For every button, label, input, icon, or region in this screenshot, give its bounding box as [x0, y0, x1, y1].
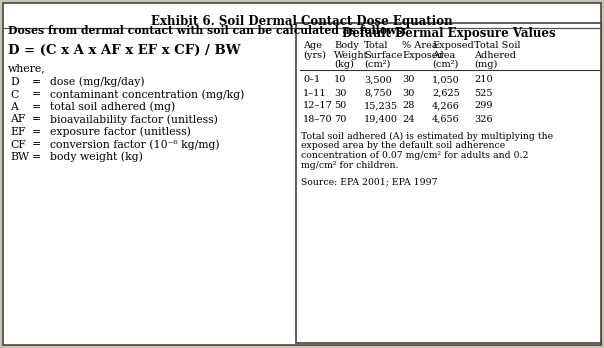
Text: 1–11: 1–11	[303, 88, 327, 97]
Text: CF: CF	[10, 140, 26, 150]
Text: A: A	[10, 102, 18, 112]
Text: % Area: % Area	[402, 41, 437, 50]
Text: =: =	[32, 89, 41, 100]
Text: 10: 10	[334, 76, 346, 85]
Text: Total Soil: Total Soil	[474, 41, 521, 50]
Text: concentration of 0.07 mg/cm² for adults and 0.2: concentration of 0.07 mg/cm² for adults …	[301, 151, 528, 160]
Text: BW: BW	[10, 152, 29, 162]
Text: 525: 525	[474, 88, 492, 97]
Text: contaminant concentration (mg/kg): contaminant concentration (mg/kg)	[50, 89, 245, 100]
FancyBboxPatch shape	[296, 23, 601, 343]
Text: conversion factor (10⁻⁶ kg/mg): conversion factor (10⁻⁶ kg/mg)	[50, 139, 220, 150]
Text: 50: 50	[334, 102, 346, 111]
Text: Exhibit 6. Soil Dermal Contact Dose Equation: Exhibit 6. Soil Dermal Contact Dose Equa…	[151, 15, 453, 27]
Text: (cm²): (cm²)	[432, 60, 458, 69]
Text: Area: Area	[432, 50, 455, 60]
Text: where,: where,	[8, 63, 46, 73]
Text: EF: EF	[10, 127, 25, 137]
Text: (yrs): (yrs)	[303, 50, 326, 60]
Text: =: =	[32, 152, 41, 162]
Text: 18–70: 18–70	[303, 114, 333, 124]
Text: =: =	[32, 140, 41, 150]
Text: Doses from dermal contact with soil can be calculated as follows:: Doses from dermal contact with soil can …	[8, 25, 406, 37]
Text: Total: Total	[364, 41, 388, 50]
Text: 0–1: 0–1	[303, 76, 320, 85]
Text: 210: 210	[474, 76, 493, 85]
Text: 4,266: 4,266	[432, 102, 460, 111]
Text: total soil adhered (mg): total soil adhered (mg)	[50, 102, 175, 112]
Text: AF: AF	[10, 114, 25, 125]
Text: 299: 299	[474, 102, 492, 111]
Text: Default Dermal Exposure Values: Default Dermal Exposure Values	[342, 26, 555, 40]
Text: 30: 30	[402, 76, 414, 85]
Text: (mg): (mg)	[474, 60, 497, 69]
Text: 1,050: 1,050	[432, 76, 460, 85]
Text: Total soil adhered (A) is estimated by multiplying the: Total soil adhered (A) is estimated by m…	[301, 132, 553, 141]
Text: D = (C x A x AF x EF x CF) / BW: D = (C x A x AF x EF x CF) / BW	[8, 44, 240, 56]
Text: Body: Body	[334, 41, 359, 50]
Text: =: =	[32, 114, 41, 125]
Text: dose (mg/kg/day): dose (mg/kg/day)	[50, 77, 144, 87]
Text: 4,656: 4,656	[432, 114, 460, 124]
Text: 70: 70	[334, 114, 346, 124]
Text: Exposed: Exposed	[432, 41, 474, 50]
Text: Surface: Surface	[364, 50, 402, 60]
Text: 15,235: 15,235	[364, 102, 398, 111]
FancyBboxPatch shape	[3, 3, 601, 345]
Text: 8,750: 8,750	[364, 88, 392, 97]
Text: =: =	[32, 102, 41, 112]
Text: Weight: Weight	[334, 50, 368, 60]
Text: 3,500: 3,500	[364, 76, 392, 85]
Text: 12–17: 12–17	[303, 102, 333, 111]
Text: 326: 326	[474, 114, 493, 124]
Text: Adhered: Adhered	[474, 50, 516, 60]
Text: Age: Age	[303, 41, 322, 50]
Text: 2,625: 2,625	[432, 88, 460, 97]
Text: D: D	[10, 77, 19, 87]
Text: 30: 30	[334, 88, 346, 97]
Text: 28: 28	[402, 102, 414, 111]
Text: 30: 30	[402, 88, 414, 97]
Text: =: =	[32, 77, 41, 87]
Text: C: C	[10, 89, 18, 100]
Text: =: =	[32, 127, 41, 137]
Text: bioavailability factor (unitless): bioavailability factor (unitless)	[50, 114, 218, 125]
Text: exposure factor (unitless): exposure factor (unitless)	[50, 127, 191, 137]
Text: Source: EPA 2001; EPA 1997: Source: EPA 2001; EPA 1997	[301, 177, 437, 187]
Text: Exposed: Exposed	[402, 50, 444, 60]
Text: (cm²): (cm²)	[364, 60, 390, 69]
Text: body weight (kg): body weight (kg)	[50, 152, 143, 162]
Text: (kg): (kg)	[334, 60, 354, 69]
Text: 24: 24	[402, 114, 414, 124]
Text: exposed area by the default soil adherence: exposed area by the default soil adheren…	[301, 142, 506, 150]
Text: 19,400: 19,400	[364, 114, 398, 124]
Text: mg/cm² for children.: mg/cm² for children.	[301, 161, 399, 171]
